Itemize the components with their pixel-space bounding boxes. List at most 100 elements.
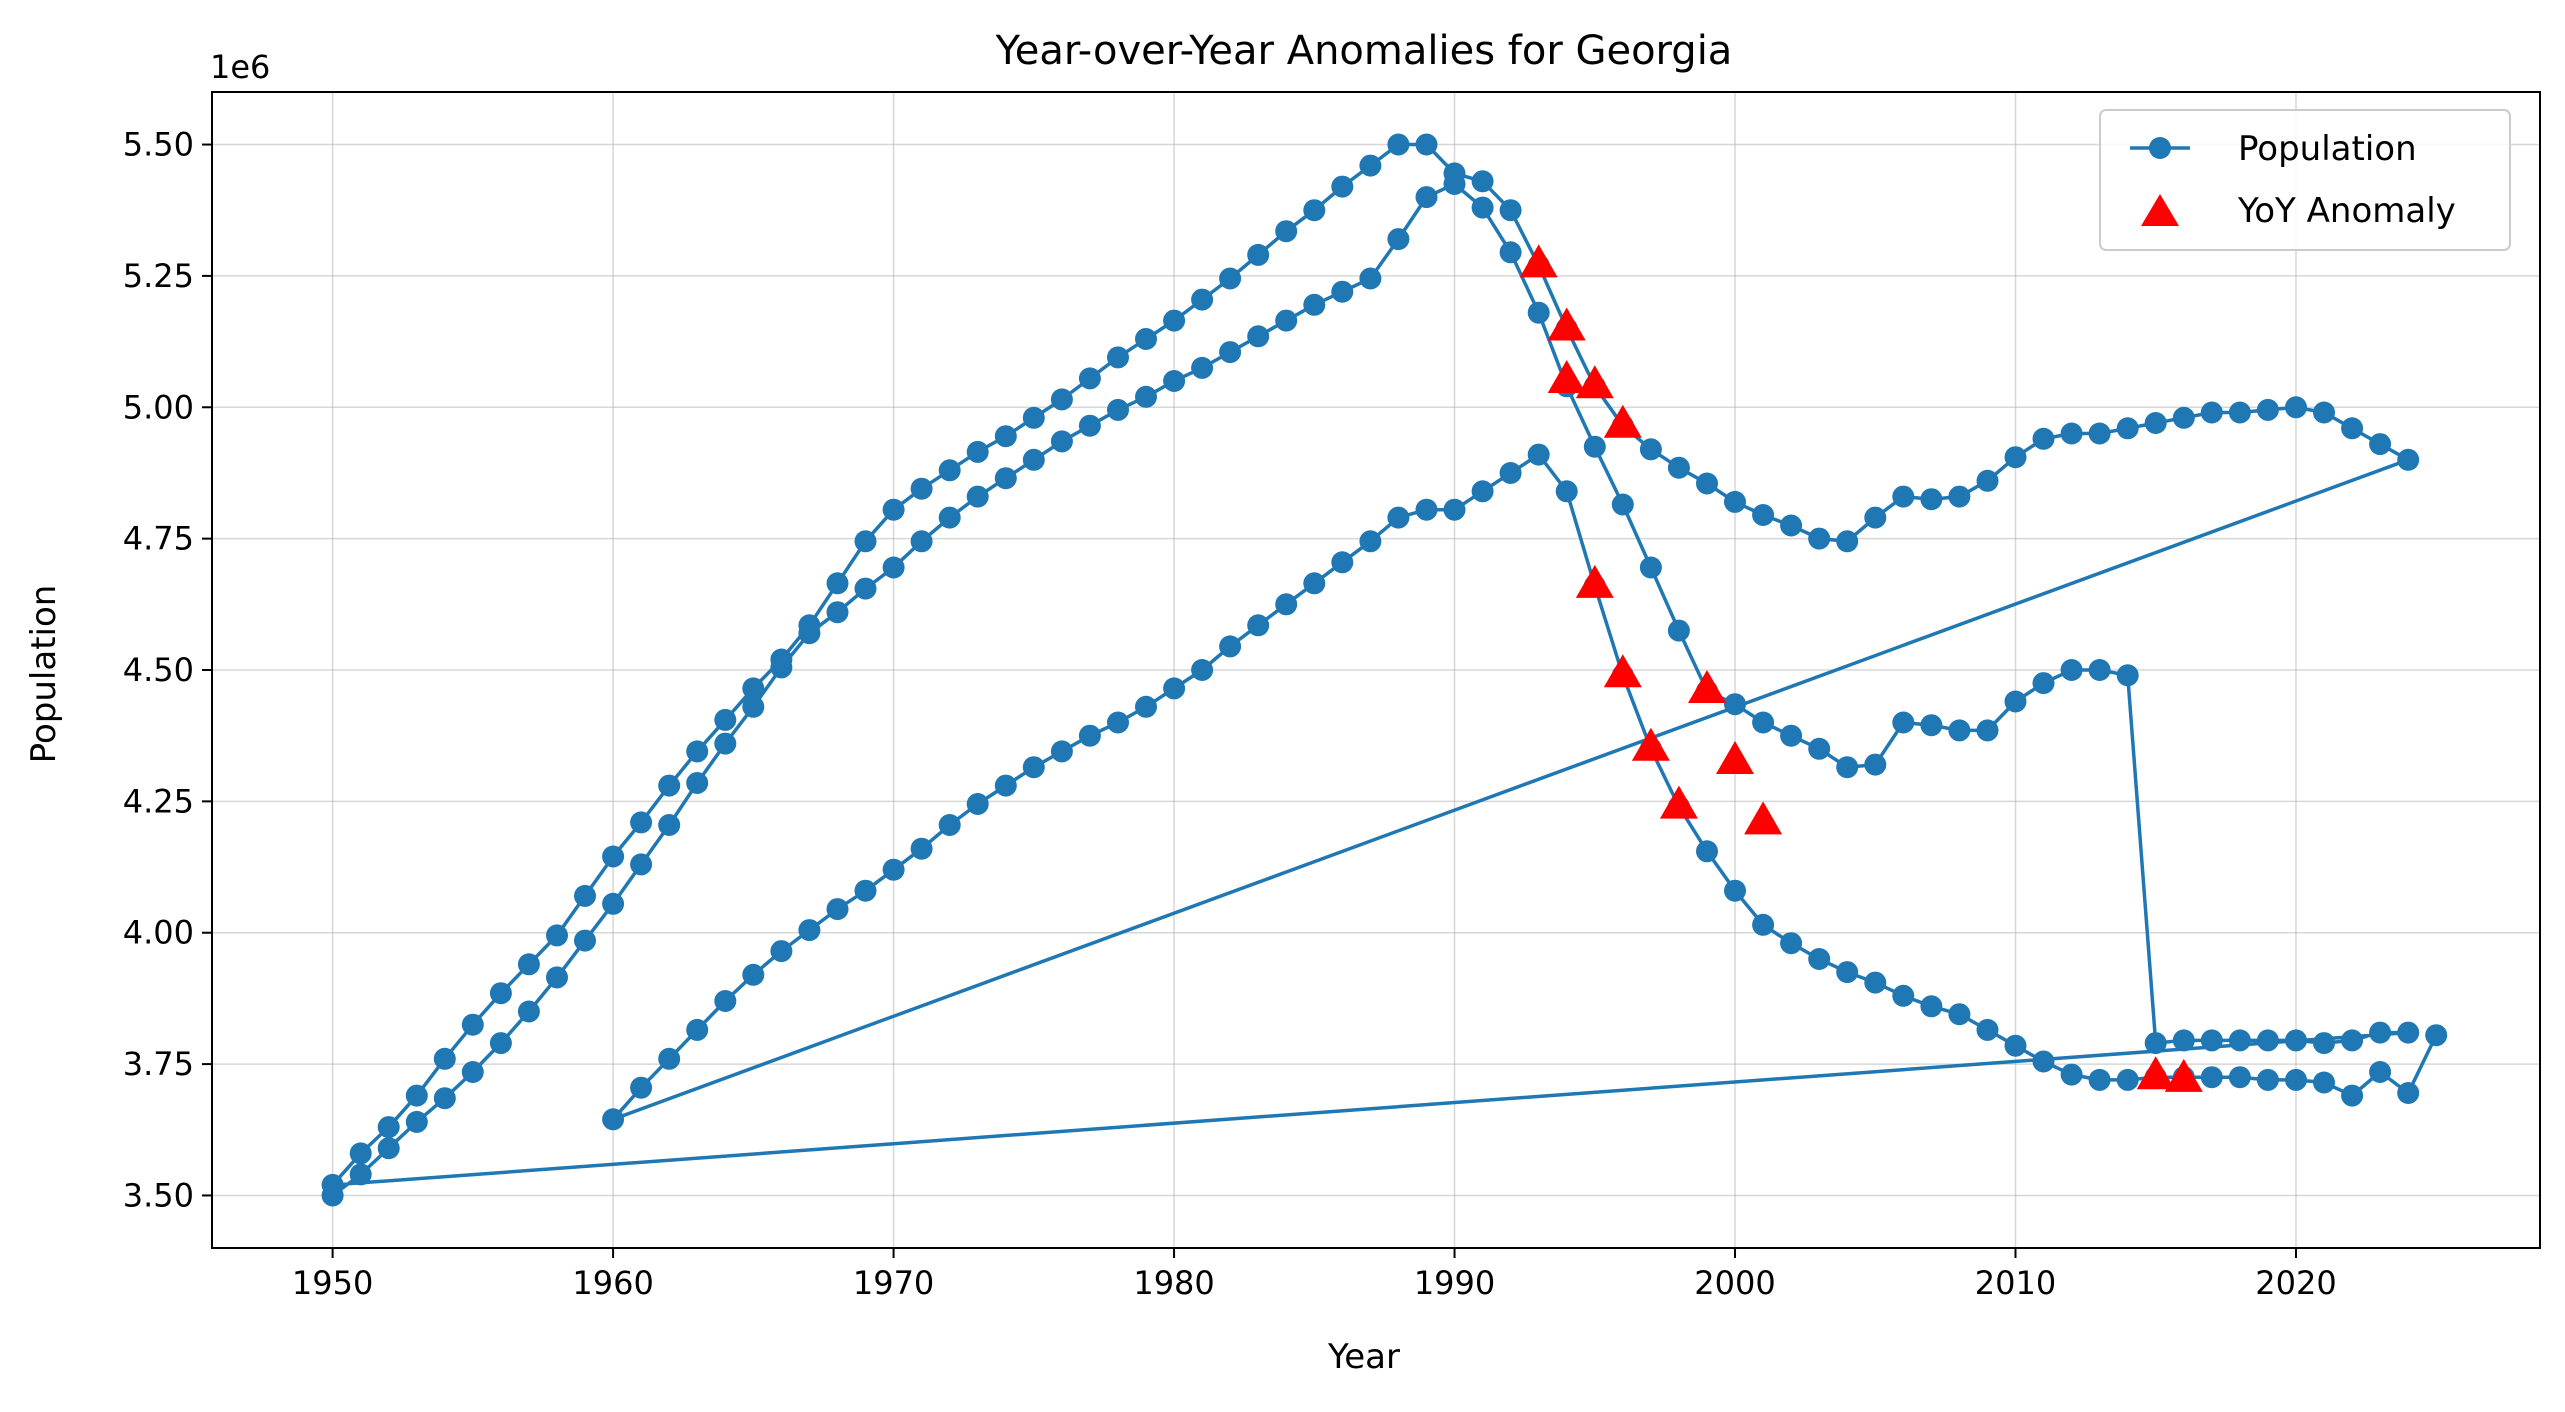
population-point — [1135, 695, 1157, 718]
population-point — [882, 556, 905, 579]
population-point — [2313, 401, 2335, 424]
anomaly-marker — [1547, 307, 1586, 341]
population-point — [798, 614, 821, 637]
population-point — [658, 814, 681, 836]
population-point — [994, 467, 1017, 490]
population-point — [1892, 485, 1915, 508]
population-point — [2397, 1082, 2420, 1104]
population-point — [602, 845, 625, 868]
population-point — [1050, 740, 1073, 763]
population-point — [2285, 1068, 2307, 1091]
population-point — [377, 1116, 400, 1139]
population-point — [826, 572, 849, 595]
legend-triangle-marker — [2141, 194, 2179, 226]
population-point — [1920, 714, 1943, 737]
population-point — [854, 577, 877, 600]
population-point — [1864, 753, 1887, 776]
x-tick-label: 1970 — [853, 1264, 934, 1302]
legend-label-population: Population — [2238, 129, 2417, 169]
population-point — [1836, 961, 1859, 984]
population-point — [714, 732, 737, 755]
population-point — [461, 1061, 484, 1083]
population-point — [938, 506, 961, 529]
population-point — [1948, 719, 1971, 742]
x-tick-label: 1980 — [1133, 1264, 1214, 1302]
population-point — [1471, 170, 1494, 193]
anomaly-marker — [1575, 365, 1614, 399]
population-point — [349, 1163, 372, 1186]
population-point — [1359, 530, 1382, 553]
population-point — [1471, 480, 1494, 503]
population-point — [1163, 309, 1186, 332]
population-point — [2200, 401, 2223, 424]
population-point — [1667, 619, 1690, 642]
population-point — [742, 963, 765, 986]
legend: Population YoY Anomaly — [2099, 109, 2511, 251]
population-point — [574, 884, 596, 907]
population-point — [1191, 356, 1214, 379]
anomaly-marker — [2136, 1056, 2175, 1090]
population-point — [2313, 1071, 2335, 1094]
population-point — [1499, 241, 1522, 264]
population-point — [1527, 301, 1550, 324]
population-point — [1359, 154, 1382, 177]
population-point — [1191, 659, 1214, 681]
x-axis-label: Year — [1327, 1337, 1400, 1377]
population-point — [854, 879, 877, 902]
population-point — [1667, 456, 1690, 479]
population-point — [433, 1087, 456, 1110]
population-point — [2088, 659, 2111, 681]
x-tick-label: 1960 — [572, 1264, 653, 1302]
y-tick-label: 5.25 — [123, 257, 194, 295]
population-point — [2256, 398, 2279, 421]
population-point — [966, 793, 989, 815]
population-point — [2369, 1021, 2392, 1044]
population-point — [686, 1018, 709, 1041]
population-point — [770, 940, 793, 963]
population-point — [405, 1110, 428, 1133]
population-point — [2032, 427, 2055, 450]
anomaly-marker — [2164, 1058, 2203, 1092]
x-axis: 1950 1960 1970 1980 1990 2000 2010 2020 — [292, 1248, 2337, 1302]
population-point — [1415, 498, 1438, 521]
population-point — [630, 811, 653, 834]
population-point — [2397, 1021, 2420, 1044]
population-point — [1696, 840, 1718, 863]
x-tick-label: 2020 — [2255, 1264, 2336, 1302]
population-point — [461, 1013, 484, 1036]
population-point — [2116, 1068, 2139, 1091]
population-point — [1022, 448, 1045, 471]
population-point — [1163, 677, 1186, 700]
population-point — [1078, 367, 1101, 390]
population-point — [686, 740, 709, 763]
y-tick-label: 3.75 — [123, 1045, 194, 1083]
population-point — [602, 1108, 625, 1131]
population-point — [1247, 614, 1270, 637]
population-point — [2256, 1068, 2279, 1091]
population-point — [1892, 984, 1915, 1007]
population-point — [2032, 1050, 2055, 1073]
population-point — [1275, 220, 1298, 243]
population-point — [1499, 199, 1522, 222]
population-point — [1387, 506, 1410, 529]
population-point — [854, 530, 877, 553]
population-point — [2228, 401, 2251, 424]
population-point — [2088, 422, 2111, 445]
population-point — [1303, 572, 1326, 595]
population-point — [405, 1084, 428, 1107]
y-axis: 3.50 3.75 4.00 4.25 4.50 4.75 5.00 5.25 5.50 — [123, 126, 212, 1214]
population-point — [574, 929, 596, 952]
population-point — [1752, 504, 1775, 526]
y-tick-label: 5.00 — [123, 388, 194, 426]
population-point — [2341, 417, 2364, 440]
population-point — [2285, 1029, 2307, 1052]
y-tick-label: 5.50 — [123, 126, 194, 164]
population-point — [1050, 388, 1073, 411]
population-point — [2060, 659, 2083, 681]
population-point — [517, 1000, 540, 1023]
population-point — [658, 1047, 681, 1070]
anomaly-marker — [1688, 670, 1726, 703]
population-point — [2172, 406, 2195, 429]
population-point — [1724, 879, 1746, 902]
